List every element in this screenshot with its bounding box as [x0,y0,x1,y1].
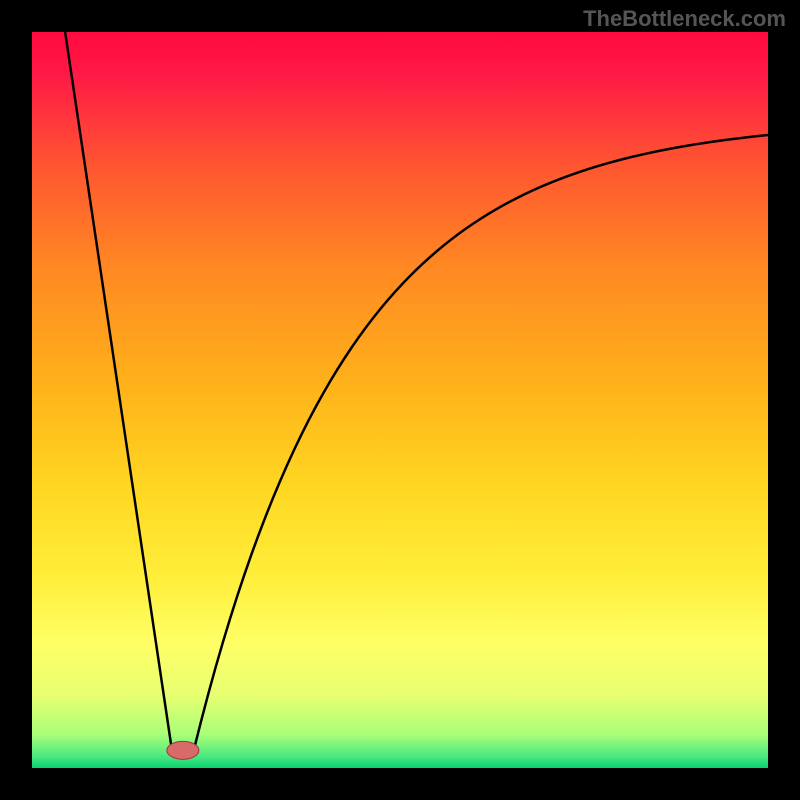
bottleneck-chart [0,0,800,800]
watermark-text: TheBottleneck.com [583,6,786,32]
plot-background [32,32,768,768]
optimal-marker [167,741,199,759]
chart-container: TheBottleneck.com [0,0,800,800]
